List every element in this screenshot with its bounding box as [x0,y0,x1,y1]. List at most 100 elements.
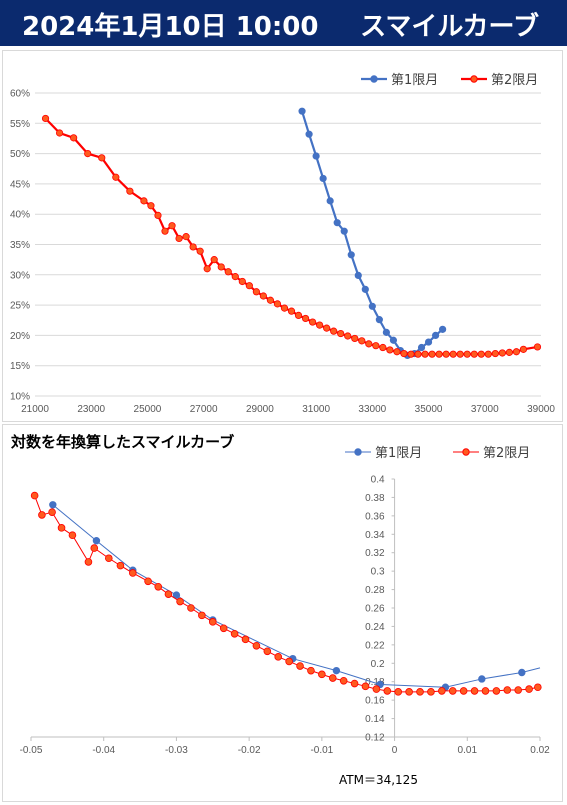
y-tick-label: 0.24 [365,622,385,633]
x-tick-label: -0.03 [165,745,188,756]
x-tick-label: 33000 [358,404,386,415]
data-point [98,154,106,162]
y-tick-label: 0.14 [365,714,385,725]
y-tick-label: 0.2 [371,659,385,670]
data-point [368,302,376,310]
data-point [503,686,512,694]
data-point [337,329,345,338]
y-tick-label: 0.4 [371,475,385,486]
data-point [49,501,57,509]
data-point [344,332,352,340]
data-point [231,273,239,281]
y-tick-label: 60% [10,89,30,100]
data-point [354,271,362,280]
data-point [361,682,370,691]
data-point [252,288,260,296]
header-banner: 2024年1月10日 10:00 スマイルカーブ [0,0,567,46]
x-tick-label: 35000 [415,404,443,415]
data-point [189,243,197,251]
legend-label: 第2限月 [483,446,530,461]
data-point [435,350,443,358]
data-point [263,647,272,656]
data-point [519,345,528,353]
legend-label: 第1限月 [375,446,422,461]
x-tick-label: 0 [392,745,398,756]
data-point [379,343,387,352]
data-point [210,256,218,264]
data-point [298,107,306,115]
data-point [326,197,334,205]
data-point [328,674,337,682]
data-point [301,314,310,323]
header-date: 2024年1月10日 10:00 [22,12,319,42]
data-point [407,350,415,358]
data-point [449,350,457,358]
data-point [358,337,366,345]
y-tick-label: 0.12 [365,733,385,744]
data-point [217,263,225,271]
data-point [347,251,355,259]
data-point [208,618,217,626]
data-point [140,197,148,205]
x-tick-label: 27000 [190,404,218,415]
data-point [421,350,429,358]
data-point [285,657,293,666]
data-point [219,624,228,633]
y-tick-label: 0.38 [365,493,385,504]
data-point [112,173,120,181]
x-tick-label: 37000 [471,404,499,415]
y-tick-label: 20% [10,331,30,342]
data-point [280,304,289,312]
data-point [294,311,303,320]
y-tick-label: 0.22 [365,640,385,651]
data-point [424,338,433,346]
x-tick-label: -0.01 [310,745,333,756]
data-point [316,321,324,329]
data-point [144,577,152,586]
data-point [333,219,341,227]
data-point [365,340,373,348]
data-point [405,688,413,696]
data-point [382,328,390,336]
data-point [241,635,250,644]
data-point [57,524,66,532]
y-tick-label: 0.32 [365,548,385,559]
data-point [470,350,478,358]
log-annualized-chart: 対数を年換算したスマイルカーブ 0.12 0.14 0.16 0.18 0.2 0.22 0… [2,424,563,802]
data-point [340,227,348,235]
data-point [442,350,450,358]
data-point [308,318,317,326]
y-tick-label: 40% [10,210,30,221]
data-point [383,687,392,695]
data-point [427,688,435,696]
data-point [393,348,401,356]
x-tick-label: 25000 [134,404,162,415]
data-point [389,336,398,344]
data-point [164,590,173,598]
chart-title: 対数を年換算したスマイルカーブ [11,433,235,451]
y-tick-label: 0.36 [365,511,385,522]
data-point [176,597,184,606]
data-point [287,307,296,315]
x-tick-label: 29000 [246,404,274,415]
y-tick-label: 25% [10,301,30,312]
y-tick-label: 0.26 [365,604,385,615]
data-point [154,211,162,220]
data-point [318,670,326,679]
data-point [168,222,176,230]
header-title: スマイルカーブ [360,12,539,42]
log-annualized-plot: 0.120.140.160.180.20.220.240.260.280.30.… [20,446,551,756]
series-line [301,110,444,357]
data-point [90,544,99,552]
data-point [154,583,163,591]
data-point [307,666,315,675]
data-point [296,662,304,670]
data-point [238,277,246,286]
data-point [105,554,113,563]
y-tick-label: 0.3 [371,567,385,578]
x-tick-label: 23000 [77,404,105,415]
data-point [350,679,359,688]
data-point [372,342,380,350]
y-tick-label: 45% [10,179,30,190]
data-point [505,348,513,356]
